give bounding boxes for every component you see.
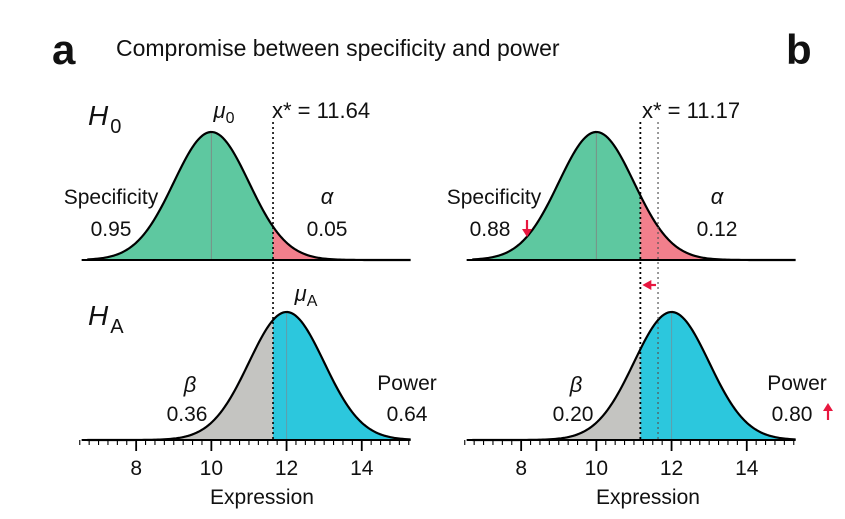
panel-label-b: b xyxy=(786,26,812,73)
a-x-tick-label: 14 xyxy=(350,457,374,480)
b-x-tick-label: 10 xyxy=(585,457,608,480)
panel-b: 8 10 12 14 x* = 11.17 Specificity 0.88 α 0.… xyxy=(447,98,833,509)
b-threshold-shift-arrow xyxy=(642,280,657,290)
a-x-axis-label: Expression xyxy=(210,486,314,509)
a-ha-power-area xyxy=(273,312,411,440)
panel-label-a: a xyxy=(52,26,76,73)
a-h0-alpha-area xyxy=(273,226,411,260)
a-specificity-label: Specificity xyxy=(64,186,159,209)
a-x-tick-label: 10 xyxy=(200,457,223,480)
b-specificity-value: 0.88 xyxy=(470,218,511,241)
a-mu0-label: μ0 xyxy=(213,98,235,127)
b-ha-beta-area xyxy=(472,349,641,440)
b-x-tick-label: 14 xyxy=(735,457,759,480)
b-x-axis: 8 10 12 14 xyxy=(464,439,796,480)
a-x-tick-label: 12 xyxy=(275,457,298,480)
b-ha-power-area xyxy=(640,312,796,440)
b-threshold-label: x* = 11.17 xyxy=(642,98,740,123)
b-alpha-label: α xyxy=(711,184,725,209)
b-x-tick-label: 12 xyxy=(660,457,683,480)
a-power-value: 0.64 xyxy=(387,403,428,426)
a-x-axis: 8 10 12 14 xyxy=(79,439,411,480)
a-specificity-value: 0.95 xyxy=(91,218,132,241)
a-alpha-value: 0.05 xyxy=(307,218,348,241)
a-alpha-label: α xyxy=(321,184,335,209)
a-ha-beta-area xyxy=(87,320,274,440)
b-power-increase-arrow xyxy=(823,403,833,420)
a-threshold-label: x* = 11.64 xyxy=(272,98,370,123)
a-beta-label: β xyxy=(183,372,197,397)
b-power-value: 0.80 xyxy=(772,403,813,426)
a-beta-value: 0.36 xyxy=(167,403,208,426)
b-power-label: Power xyxy=(767,372,827,395)
a-muA-label: μA xyxy=(294,281,318,310)
b-alpha-value: 0.12 xyxy=(697,218,738,241)
b-h0-alpha-area xyxy=(640,195,796,260)
b-h0-specificity-area xyxy=(472,132,641,260)
b-beta-label: β xyxy=(569,372,583,397)
figure-title: Compromise between specificity and power xyxy=(116,35,560,61)
a-x-tick-label: 8 xyxy=(130,457,142,480)
a-h0-specificity-area xyxy=(87,132,274,260)
panel-a: 8 10 12 14 μ0 x* = 11.64 Specificity 0.95 α… xyxy=(64,98,437,509)
b-x-axis-label: Expression xyxy=(596,486,700,509)
a-power-label: Power xyxy=(377,372,437,395)
b-specificity-label: Specificity xyxy=(447,186,542,209)
b-specificity-decrease-arrow xyxy=(522,220,532,237)
b-x-tick-label: 8 xyxy=(515,457,527,480)
b-beta-value: 0.20 xyxy=(553,403,594,426)
